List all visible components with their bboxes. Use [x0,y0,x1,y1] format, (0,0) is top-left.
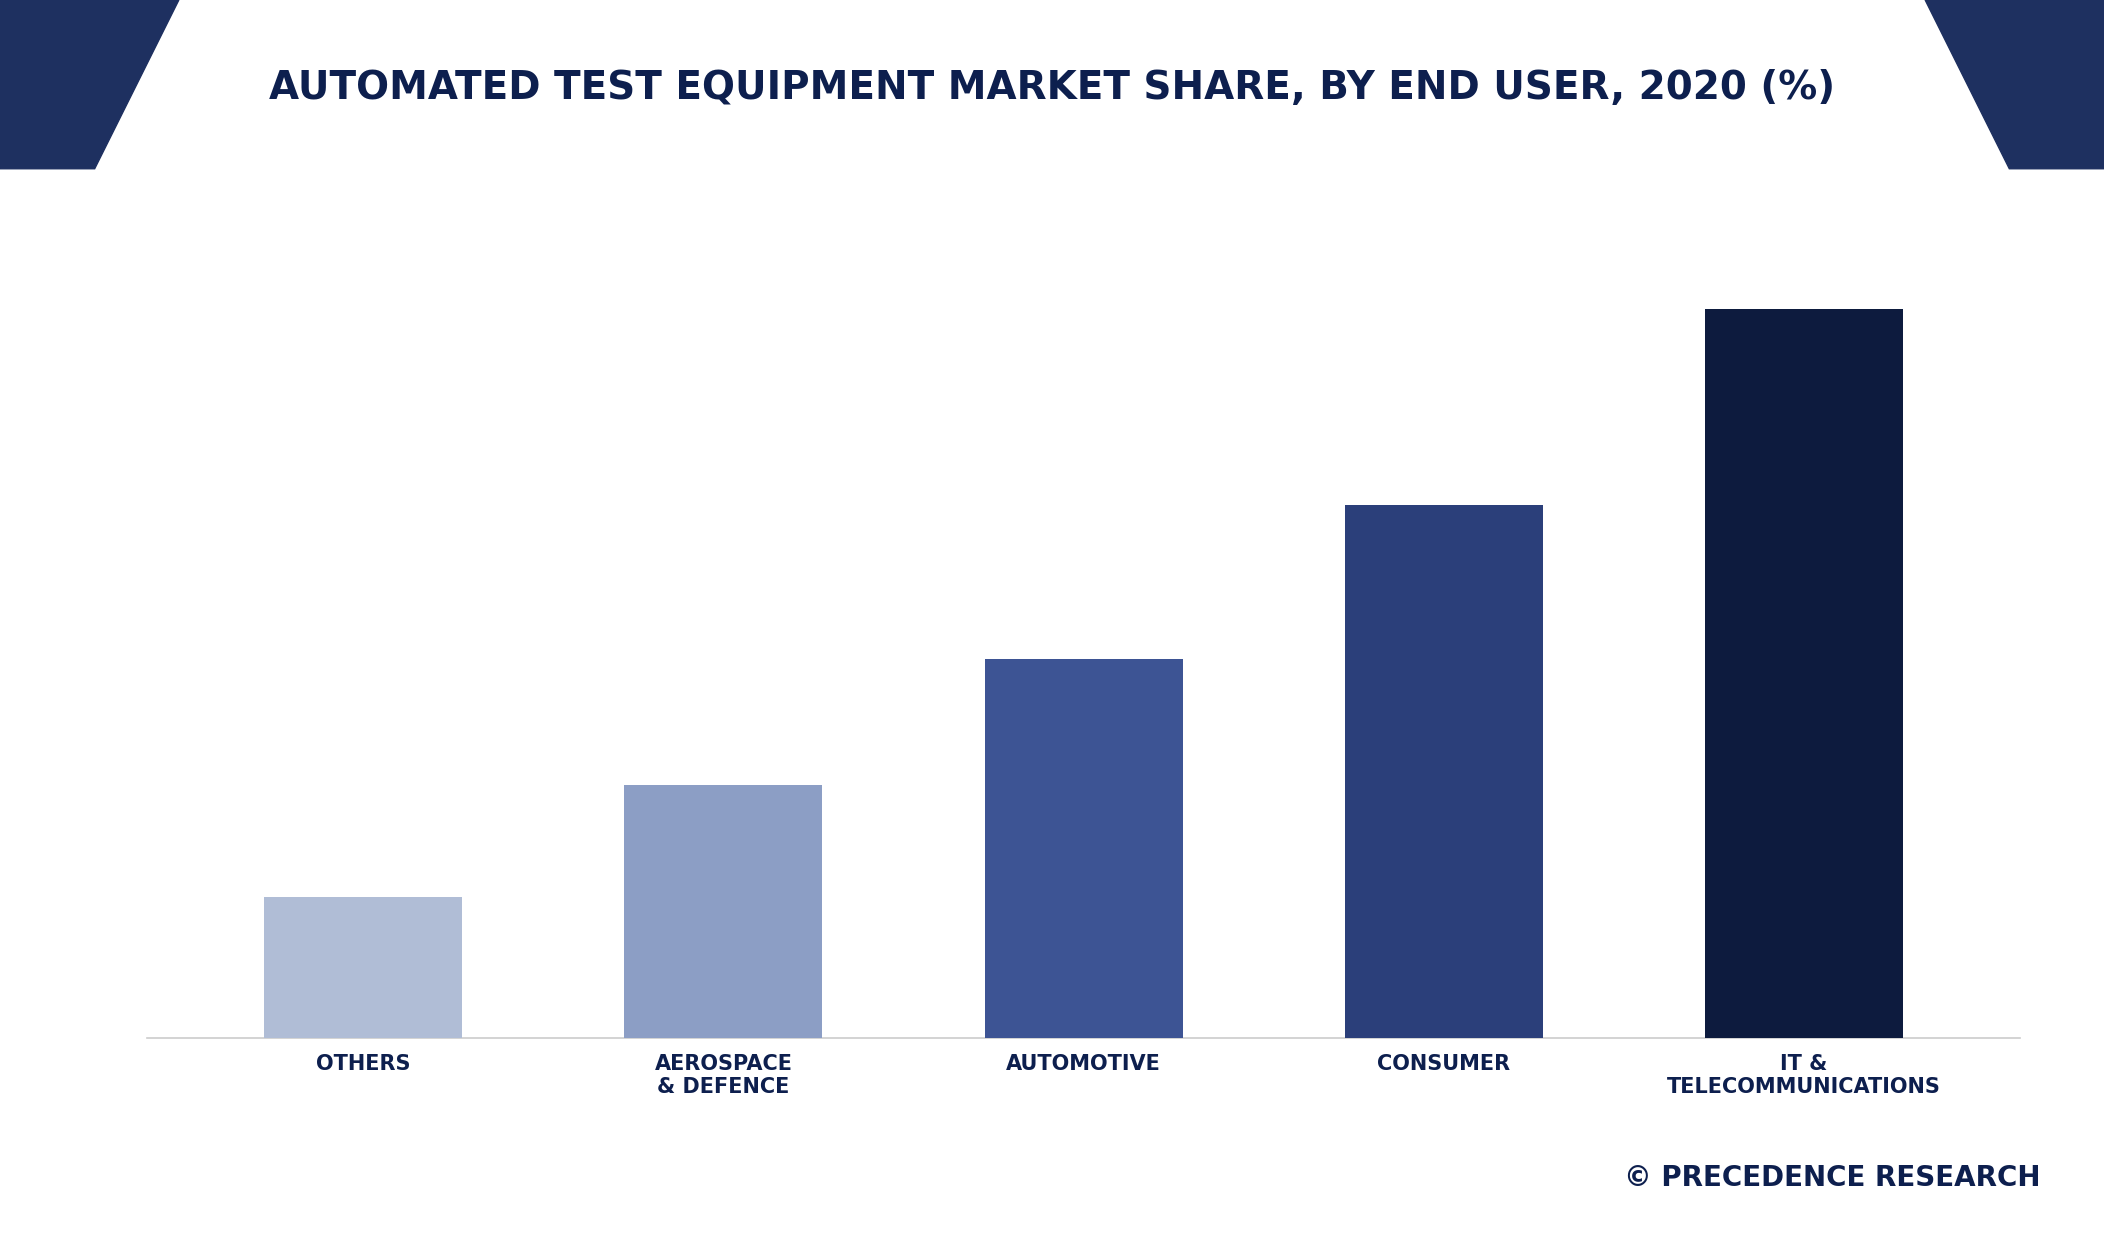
Text: © PRECEDENCE RESEARCH: © PRECEDENCE RESEARCH [1624,1164,2041,1191]
Text: AUTOMATED TEST EQUIPMENT MARKET SHARE, BY END USER, 2020 (%): AUTOMATED TEST EQUIPMENT MARKET SHARE, B… [269,69,1835,106]
Bar [985,659,1182,1038]
Polygon shape [1925,0,2104,169]
Bar [1704,309,1902,1038]
Bar [625,785,823,1038]
Polygon shape [0,0,179,169]
Bar [1344,505,1542,1038]
Bar [265,898,463,1038]
